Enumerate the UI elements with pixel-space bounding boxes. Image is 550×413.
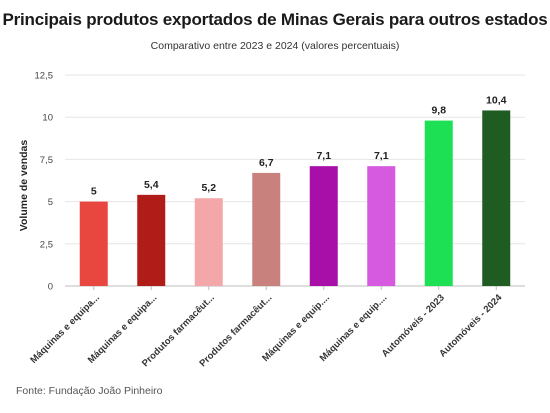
data-label: 5,4	[144, 179, 159, 191]
y-axis-label: Volume de vendas	[18, 140, 30, 232]
data-label: 5	[91, 186, 97, 198]
bar	[137, 194, 166, 286]
data-label: 6,7	[259, 157, 274, 169]
y-tick-label: 2,5	[40, 239, 53, 250]
bar	[424, 120, 453, 287]
data-label: 7,1	[374, 150, 389, 162]
chart-subtitle: Comparativo entre 2023 e 2024 (valores p…	[150, 40, 400, 52]
data-label: 7,1	[316, 150, 331, 162]
data-label: 10,4	[486, 94, 507, 106]
bar	[367, 166, 396, 286]
y-tick-label: 5	[48, 197, 53, 208]
bar	[252, 172, 281, 286]
source-note: Fonte: Fundação João Pinheiro	[16, 385, 163, 397]
y-tick-label: 7,5	[40, 155, 53, 166]
bar	[194, 198, 223, 286]
bar	[482, 110, 511, 286]
chart-title: Principais produtos exportados de Minas …	[2, 10, 548, 29]
bar	[309, 166, 338, 286]
x-tick-label: Automóveis - 2023	[380, 292, 447, 359]
bar	[79, 201, 108, 286]
data-label: 5,2	[201, 182, 216, 194]
y-tick-label: 0	[48, 282, 53, 293]
data-label: 9,8	[431, 105, 446, 117]
x-tick-label: Automóveis - 2024	[437, 292, 505, 360]
y-tick-label: 10	[42, 113, 53, 124]
y-tick-label: 12,5	[35, 71, 54, 82]
